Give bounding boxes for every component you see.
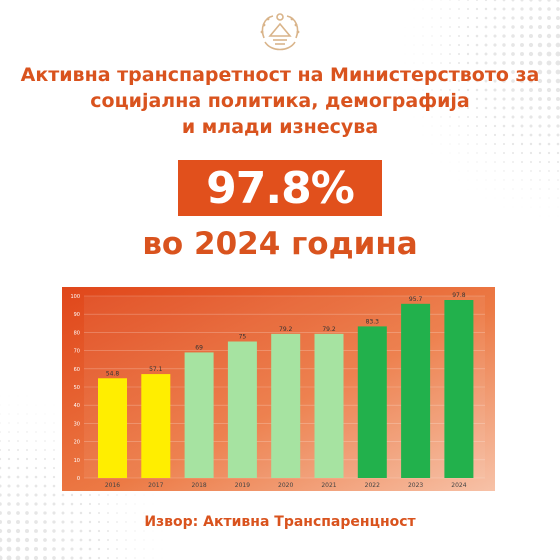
bar-2021	[314, 333, 344, 478]
headline-line-1: Активна транспаретност на Министерството…	[20, 64, 540, 86]
data-label-2016: 54.8	[106, 370, 120, 377]
bar-2024	[444, 300, 474, 478]
x-tick-label-2019: 2019	[235, 482, 250, 489]
bar-2016	[98, 378, 127, 478]
bar-chart: 54.8 57.1 69 75 79.2 79.2 83.3 95.7 97.8 2016 201…	[62, 287, 495, 491]
y-tick-label: 100	[70, 294, 80, 300]
y-tick-label: 60	[74, 367, 80, 373]
bar-2022	[357, 326, 387, 478]
source-note: Извор: Активна Транспаренцност	[144, 514, 416, 530]
bar-2019	[227, 341, 257, 478]
bar-2023	[401, 303, 431, 478]
y-tick-label: 80	[74, 330, 80, 336]
y-tick-label: 10	[74, 458, 80, 464]
y-tick-label: 40	[74, 403, 80, 409]
data-label-2020: 79.2	[279, 326, 293, 333]
y-tick-label: 90	[74, 312, 80, 318]
highlight-value: 97.8%	[206, 162, 355, 214]
data-label-2023: 95.7	[409, 296, 423, 303]
data-label-2022: 83.3	[366, 318, 380, 325]
y-tick-label: 50	[74, 385, 80, 391]
headline-line-2: социјална политика, демографија	[90, 90, 470, 112]
x-tick-label-2023: 2023	[408, 482, 423, 489]
y-tick-label: 30	[74, 421, 80, 427]
data-label-2018: 69	[195, 344, 203, 351]
highlight-badge: 97.8%	[178, 160, 382, 216]
x-tick-label-2024: 2024	[451, 482, 466, 489]
bar-2018	[184, 352, 214, 478]
x-tick-label-2017: 2017	[148, 482, 163, 489]
coat-of-arms-icon	[260, 13, 300, 51]
headline: Активна транспаретност на Министерството…	[0, 62, 560, 140]
x-tick-label-2020: 2020	[278, 482, 293, 489]
x-tick-label-2018: 2018	[191, 482, 206, 489]
data-label-2019: 75	[239, 334, 247, 341]
bar-2017	[141, 374, 171, 478]
y-tick-label: 70	[74, 349, 80, 355]
bar-2020	[271, 333, 301, 478]
headline-line-3: и млади изнесува	[181, 116, 379, 138]
subtitle: во 2024 година	[142, 226, 418, 262]
y-tick-label: 20	[74, 440, 80, 446]
y-tick-label: 0	[77, 476, 80, 482]
data-label-2017: 57.1	[149, 366, 163, 373]
x-tick-label-2022: 2022	[365, 482, 380, 489]
data-label-2021: 79.2	[322, 326, 336, 333]
data-label-2024: 97.8	[452, 292, 466, 299]
x-tick-label-2016: 2016	[105, 482, 120, 489]
x-tick-label-2021: 2021	[321, 482, 336, 489]
